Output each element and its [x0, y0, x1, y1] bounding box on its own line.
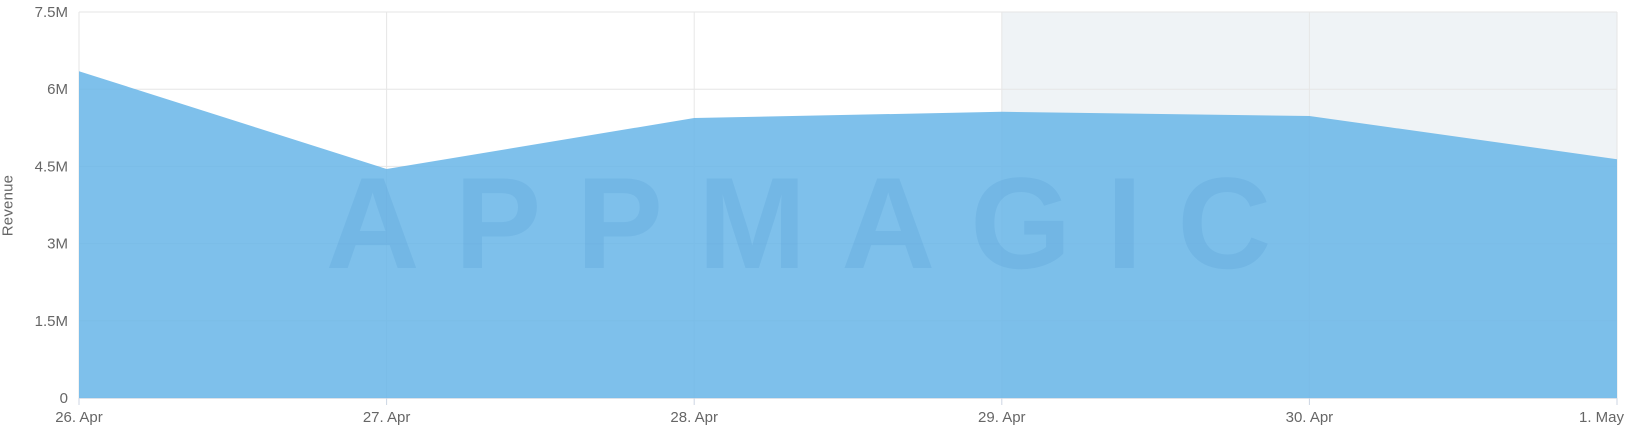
x-axis-label: 26. Apr — [55, 409, 103, 426]
y-axis-label: 3M — [47, 236, 68, 253]
x-axis-label: 30. Apr — [1286, 409, 1334, 426]
revenue-area-series[interactable] — [79, 71, 1617, 398]
appmagic-watermark: APPMAGIC — [326, 150, 1307, 296]
x-axis-label: 27. Apr — [363, 409, 411, 426]
x-axis-label: 29. Apr — [978, 409, 1026, 426]
y-axis-label: 0 — [60, 390, 68, 407]
y-axis-label: 6M — [47, 81, 68, 98]
y-axis-label: 7.5M — [35, 4, 68, 21]
x-axis-label: 1. May — [1579, 409, 1625, 426]
y-axis-label: 1.5M — [35, 313, 68, 330]
y-axis-label: 4.5M — [35, 158, 68, 175]
x-axis-label: 28. Apr — [670, 409, 718, 426]
